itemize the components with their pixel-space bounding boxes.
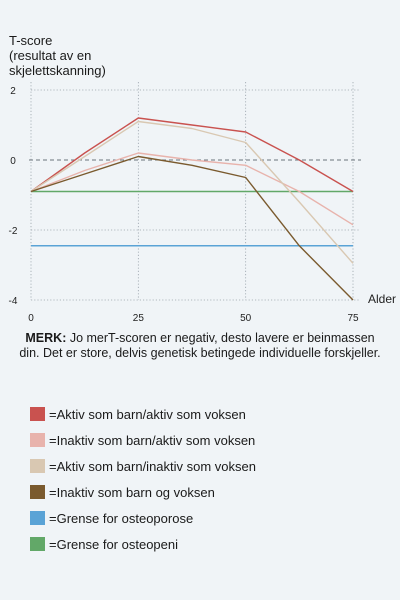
- legend-label: Inaktiv som barn og voksen: [56, 484, 215, 500]
- chart: T-score (resultat av en skjelettskanning) 2…: [9, 33, 396, 324]
- legend-swatch: [30, 511, 45, 525]
- x-tick-label: 75: [347, 313, 359, 324]
- series-line: [30, 152, 354, 226]
- legend-prefix: =: [49, 510, 57, 526]
- legend-swatch: [30, 459, 45, 473]
- legend-item: = Inaktiv som barn og voksen: [30, 479, 370, 505]
- legend-item: = Aktiv som barn/aktiv som voksen: [30, 401, 370, 427]
- legend-swatch: [30, 407, 45, 421]
- legend-swatch: [30, 433, 45, 447]
- legend-label: Inaktiv som barn/aktiv som voksen: [56, 432, 256, 448]
- x-axis-title: Alder: [368, 292, 396, 306]
- chart-svg: T-score (resultat av en skjelettskanning) 2…: [9, 33, 396, 324]
- legend-prefix: =: [49, 536, 57, 552]
- legend-prefix: =: [49, 406, 57, 422]
- legend-label: Aktiv som barn/aktiv som voksen: [56, 406, 246, 422]
- legend-prefix: =: [49, 432, 57, 448]
- legend-label: Aktiv som barn/inaktiv som voksen: [56, 458, 256, 474]
- legend-prefix: =: [49, 484, 57, 500]
- y-axis-title-line: T-score: [9, 33, 52, 48]
- series-line: [30, 117, 354, 193]
- legend-item: = Aktiv som barn/inaktiv som voksen: [30, 453, 370, 479]
- y-tick-label: -4: [9, 296, 18, 307]
- y-tick-label: 2: [10, 86, 16, 97]
- chart-note: MERK: Jo merT-scoren er negativ, desto l…: [14, 331, 386, 361]
- y-axis-title: T-score (resultat av en skjelettskanning): [9, 33, 106, 78]
- y-tick-label: 0: [10, 156, 16, 167]
- legend: = Aktiv som barn/aktiv som voksen = Inak…: [30, 401, 370, 557]
- legend-swatch: [30, 537, 45, 551]
- series-line: [30, 155, 354, 301]
- x-tick-label: 25: [133, 313, 145, 324]
- y-axis-title-line: skjelettskanning): [9, 63, 106, 78]
- legend-label: Grense for osteoporose: [56, 510, 194, 526]
- legend-prefix: =: [49, 458, 57, 474]
- y-tick-label: -2: [9, 226, 18, 237]
- x-tick-label: 50: [240, 313, 252, 324]
- legend-swatch: [30, 485, 45, 499]
- legend-item: = Grense for osteoporose: [30, 505, 370, 531]
- y-axis-title-line: (resultat av en: [9, 48, 91, 63]
- note-bold-label: MERK:: [25, 331, 67, 345]
- legend-label: Grense for osteopeni: [56, 536, 178, 552]
- x-tick-label: 0: [28, 313, 34, 324]
- legend-item: = Grense for osteopeni: [30, 531, 370, 557]
- series-line: [30, 120, 354, 264]
- note-text: Jo merT-scoren er negativ, desto lavere …: [19, 331, 381, 360]
- legend-item: = Inaktiv som barn/aktiv som voksen: [30, 427, 370, 453]
